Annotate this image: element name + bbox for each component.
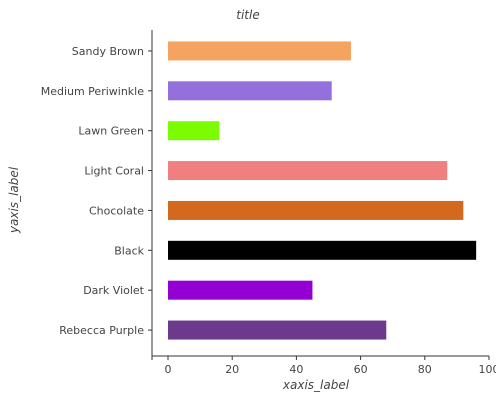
x-axis-label: xaxis_label [282, 378, 350, 392]
x-tick-label: 100 [479, 363, 496, 376]
bar-chocolate [168, 201, 463, 220]
bar-sandy-brown [168, 41, 351, 60]
category-labels: Rebecca Purple Dark Violet Black Chocolate L… [41, 45, 152, 337]
bar-medium-periwinkle [168, 81, 332, 100]
bars-layer [168, 41, 476, 339]
category-label: Lawn Green [78, 125, 144, 138]
category-label: Medium Periwinkle [41, 85, 145, 98]
category-label: Rebecca Purple [59, 324, 144, 337]
bar-light-coral [168, 161, 447, 180]
bar-lawn-green [168, 121, 219, 140]
x-tick-label: 60 [354, 363, 368, 376]
x-tick-label: 40 [289, 363, 303, 376]
x-tick-label: 20 [225, 363, 239, 376]
bar-rebecca-purple [168, 321, 386, 340]
chart-title: title [236, 8, 259, 22]
y-axis-label: yaxis_label [7, 166, 21, 234]
x-axis: 0 20 40 60 80 100 [152, 356, 496, 376]
category-label: Sandy Brown [72, 45, 144, 58]
category-label: Chocolate [89, 204, 144, 217]
category-label: Black [114, 244, 144, 257]
x-tick-label: 0 [165, 363, 172, 376]
x-tick-label: 80 [418, 363, 432, 376]
bar-black [168, 241, 476, 260]
category-label: Dark Violet [83, 284, 144, 297]
bar-dark-violet [168, 281, 312, 300]
category-label: Light Coral [84, 165, 144, 178]
